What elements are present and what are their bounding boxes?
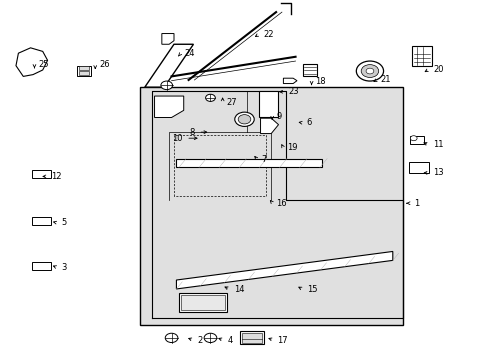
Circle shape [356, 61, 383, 81]
Text: 25: 25 [38, 60, 49, 69]
Bar [181, 296, 224, 310]
Text: 17: 17 [277, 336, 287, 345]
Bar [31, 217, 51, 225]
Circle shape [409, 136, 416, 141]
Bar [179, 293, 227, 312]
Polygon shape [16, 48, 47, 76]
Circle shape [238, 114, 250, 124]
Bar [31, 170, 51, 178]
Text: 12: 12 [51, 172, 62, 181]
Polygon shape [144, 44, 193, 87]
Text: 2: 2 [197, 336, 202, 345]
Text: 26: 26 [99, 60, 109, 69]
Bar [259, 91, 277, 117]
Text: 7: 7 [261, 156, 266, 165]
Circle shape [234, 112, 254, 126]
Text: 18: 18 [315, 77, 325, 86]
Text: 10: 10 [171, 134, 182, 143]
Text: 16: 16 [276, 199, 286, 208]
Text: 24: 24 [184, 49, 194, 58]
Text: 9: 9 [276, 112, 281, 121]
Text: 1: 1 [413, 199, 418, 208]
Bar [302, 64, 317, 76]
Text: 20: 20 [432, 65, 443, 74]
Bar [79, 66, 89, 70]
Circle shape [165, 333, 178, 342]
Bar [140, 87, 402, 325]
Text: 19: 19 [287, 143, 297, 152]
Bar [79, 71, 89, 75]
Bar [31, 262, 51, 270]
Text: 6: 6 [306, 118, 311, 127]
Bar [409, 136, 424, 144]
Text: 13: 13 [432, 168, 443, 177]
Polygon shape [154, 96, 183, 117]
Text: 23: 23 [288, 87, 299, 96]
Text: 3: 3 [61, 263, 66, 272]
Text: 5: 5 [61, 219, 66, 228]
Text: 15: 15 [306, 285, 317, 294]
Polygon shape [283, 78, 296, 84]
Bar [408, 162, 428, 173]
Text: 21: 21 [380, 76, 390, 85]
Circle shape [361, 64, 378, 77]
Circle shape [203, 333, 216, 342]
Text: 14: 14 [233, 285, 244, 294]
Text: 27: 27 [226, 98, 237, 107]
Polygon shape [260, 118, 278, 134]
Bar [411, 46, 431, 66]
Text: 8: 8 [189, 128, 194, 137]
Polygon shape [176, 251, 392, 289]
Circle shape [366, 68, 373, 74]
Circle shape [161, 81, 172, 90]
Bar [239, 331, 264, 344]
Bar [176, 158, 322, 167]
Text: 4: 4 [227, 336, 232, 345]
Bar [242, 333, 261, 342]
Text: 22: 22 [263, 30, 273, 39]
Circle shape [205, 94, 215, 102]
Text: 11: 11 [432, 140, 443, 149]
Polygon shape [162, 33, 174, 44]
Bar [77, 66, 91, 76]
